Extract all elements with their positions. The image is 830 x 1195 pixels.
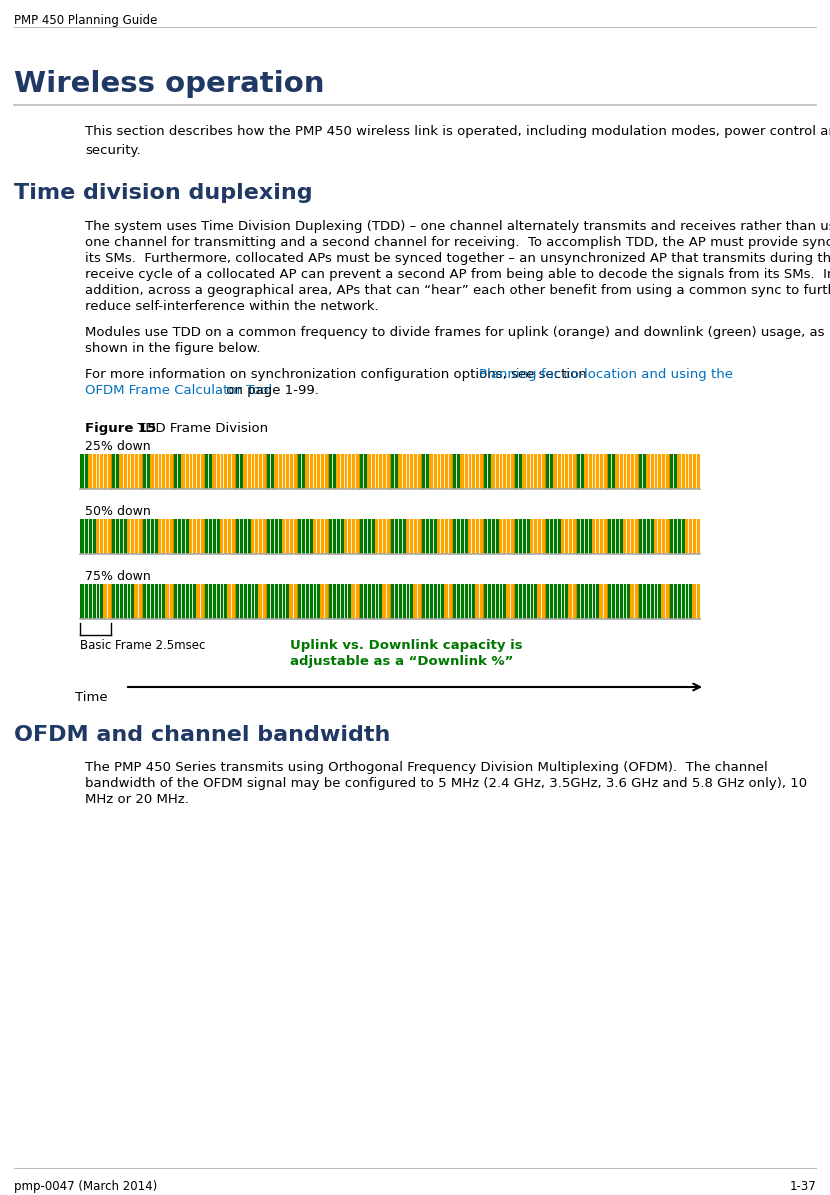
Bar	[80, 519, 95, 554]
Bar	[421, 454, 429, 489]
Text: OFDM Frame Calculator Tool: OFDM Frame Calculator Tool	[85, 384, 272, 397]
Bar	[390, 454, 398, 489]
Text: Basic Frame 2.5msec: Basic Frame 2.5msec	[80, 639, 205, 652]
Bar	[359, 519, 374, 554]
Text: The system uses Time Division Duplexing (TDD) – one channel alternately transmit: The system uses Time Division Duplexing …	[85, 220, 830, 233]
Text: bandwidth of the OFDM signal may be configured to 5 MHz (2.4 GHz, 3.5GHz, 3.6 GH: bandwidth of the OFDM signal may be conf…	[85, 777, 807, 790]
Text: 25% down: 25% down	[85, 440, 150, 453]
Text: on page 1-99.: on page 1-99.	[222, 384, 319, 397]
Bar	[111, 584, 134, 619]
Bar	[359, 584, 383, 619]
Bar	[638, 454, 646, 489]
Bar	[142, 519, 158, 554]
Text: This section describes how the PMP 450 wireless link is operated, including modu: This section describes how the PMP 450 w…	[85, 125, 830, 157]
Bar	[204, 584, 227, 619]
Bar	[452, 454, 460, 489]
Bar	[483, 584, 506, 619]
Text: Modules use TDD on a common frequency to divide frames for uplink (orange) and d: Modules use TDD on a common frequency to…	[85, 326, 824, 339]
Bar	[638, 519, 653, 554]
Text: addition, across a geographical area, APs that can “hear” each other benefit fro: addition, across a geographical area, AP…	[85, 284, 830, 298]
Text: Wireless operation: Wireless operation	[14, 71, 325, 98]
Text: OFDM and channel bandwidth: OFDM and channel bandwidth	[14, 725, 390, 744]
Text: its SMs.  Furthermore, collocated APs must be synced together – an unsynchronize: its SMs. Furthermore, collocated APs mus…	[85, 252, 830, 265]
Bar	[421, 584, 444, 619]
Bar	[514, 454, 522, 489]
Bar	[638, 584, 662, 619]
Text: 50% down: 50% down	[85, 505, 151, 517]
Bar	[545, 584, 569, 619]
Text: PMP 450 Planning Guide: PMP 450 Planning Guide	[14, 14, 158, 27]
Bar	[111, 454, 119, 489]
Bar	[235, 584, 258, 619]
Bar	[576, 519, 592, 554]
Text: TDD Frame Division: TDD Frame Division	[133, 422, 268, 435]
Bar	[452, 584, 476, 619]
Bar	[297, 454, 305, 489]
Text: 75% down: 75% down	[85, 570, 151, 583]
Bar	[328, 454, 336, 489]
Text: pmp-0047 (March 2014): pmp-0047 (March 2014)	[14, 1179, 157, 1193]
Text: Uplink vs. Downlink capacity is: Uplink vs. Downlink capacity is	[290, 639, 523, 652]
Bar	[483, 519, 499, 554]
Bar	[328, 519, 344, 554]
Bar	[545, 454, 553, 489]
Bar	[328, 584, 351, 619]
Bar	[142, 584, 165, 619]
Bar	[421, 519, 437, 554]
Bar	[204, 454, 212, 489]
Bar	[297, 519, 313, 554]
Bar	[576, 584, 599, 619]
Bar	[173, 519, 188, 554]
Bar	[359, 454, 367, 489]
Bar	[607, 519, 622, 554]
Bar	[235, 454, 242, 489]
Bar	[266, 454, 274, 489]
Text: For more information on synchronization configuration options, see section: For more information on synchronization …	[85, 368, 591, 381]
Bar	[514, 584, 537, 619]
Bar	[390, 584, 413, 619]
Text: Figure 15: Figure 15	[85, 422, 156, 435]
Bar	[80, 454, 700, 489]
Bar	[266, 584, 289, 619]
Bar	[235, 519, 251, 554]
Bar	[669, 454, 676, 489]
Text: MHz or 20 MHz.: MHz or 20 MHz.	[85, 793, 189, 805]
Bar	[266, 519, 281, 554]
Text: Time division duplexing: Time division duplexing	[14, 183, 313, 203]
Bar	[142, 454, 149, 489]
Text: Planning for co-location and using the: Planning for co-location and using the	[479, 368, 733, 381]
Bar	[80, 454, 88, 489]
Bar	[607, 584, 630, 619]
Text: 1-37: 1-37	[789, 1179, 816, 1193]
Bar	[297, 584, 320, 619]
Bar	[669, 519, 685, 554]
Text: one channel for transmitting and a second channel for receiving.  To accomplish : one channel for transmitting and a secon…	[85, 235, 830, 249]
Text: The PMP 450 Series transmits using Orthogonal Frequency Division Multiplexing (O: The PMP 450 Series transmits using Ortho…	[85, 761, 768, 774]
Bar	[80, 584, 103, 619]
Text: Time: Time	[75, 691, 108, 704]
Bar	[80, 584, 700, 619]
Text: shown in the figure below.: shown in the figure below.	[85, 342, 261, 355]
Bar	[545, 519, 560, 554]
Text: reduce self-interference within the network.: reduce self-interference within the netw…	[85, 300, 378, 313]
Bar	[452, 519, 467, 554]
Bar	[607, 454, 615, 489]
Bar	[173, 454, 181, 489]
Bar	[576, 454, 583, 489]
Bar	[204, 519, 219, 554]
Text: adjustable as a “Downlink %”: adjustable as a “Downlink %”	[290, 655, 514, 668]
Bar	[514, 519, 530, 554]
Text: receive cycle of a collocated AP can prevent a second AP from being able to deco: receive cycle of a collocated AP can pre…	[85, 268, 830, 281]
Bar	[483, 454, 491, 489]
Bar	[669, 584, 692, 619]
Bar	[80, 519, 700, 554]
Bar	[111, 519, 126, 554]
Bar	[173, 584, 196, 619]
Bar	[390, 519, 406, 554]
